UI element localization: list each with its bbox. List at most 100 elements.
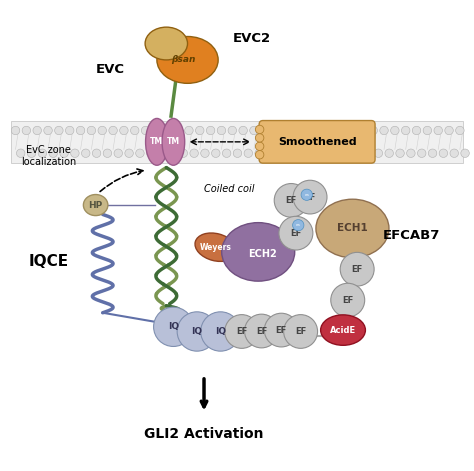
Circle shape <box>374 149 383 157</box>
Circle shape <box>445 126 453 135</box>
Circle shape <box>33 126 41 135</box>
Circle shape <box>261 126 269 135</box>
Circle shape <box>55 126 63 135</box>
Text: βsan: βsan <box>171 56 195 65</box>
Circle shape <box>206 126 215 135</box>
Circle shape <box>60 149 68 157</box>
Circle shape <box>163 126 172 135</box>
Circle shape <box>293 180 327 214</box>
Circle shape <box>239 126 247 135</box>
Text: EF: EF <box>276 325 287 334</box>
Text: HP: HP <box>89 201 103 210</box>
Text: EF: EF <box>256 326 267 335</box>
Ellipse shape <box>316 199 389 258</box>
Text: ECH1: ECH1 <box>337 223 368 234</box>
Text: Coiled coil: Coiled coil <box>204 184 255 194</box>
Circle shape <box>358 126 366 135</box>
Circle shape <box>304 126 312 135</box>
Circle shape <box>407 149 415 157</box>
Text: EF: EF <box>342 296 353 305</box>
Circle shape <box>255 151 264 159</box>
Circle shape <box>255 142 264 151</box>
Circle shape <box>428 149 437 157</box>
Ellipse shape <box>320 315 365 345</box>
Circle shape <box>287 149 296 157</box>
Text: EVC: EVC <box>95 63 124 76</box>
Circle shape <box>342 149 350 157</box>
Circle shape <box>222 149 231 157</box>
Circle shape <box>136 149 144 157</box>
Text: ECH2: ECH2 <box>248 249 277 259</box>
Circle shape <box>309 149 318 157</box>
Circle shape <box>177 312 217 351</box>
Circle shape <box>22 126 31 135</box>
Text: EFCAB7: EFCAB7 <box>383 229 440 242</box>
Circle shape <box>65 126 74 135</box>
Circle shape <box>109 126 117 135</box>
Circle shape <box>385 149 393 157</box>
Circle shape <box>17 149 25 157</box>
Text: IQ: IQ <box>168 322 179 331</box>
Circle shape <box>369 126 377 135</box>
Circle shape <box>174 126 182 135</box>
Text: IQ: IQ <box>215 327 226 336</box>
Circle shape <box>125 149 133 157</box>
Circle shape <box>211 149 220 157</box>
Circle shape <box>347 126 356 135</box>
Circle shape <box>292 219 304 231</box>
Circle shape <box>401 126 410 135</box>
Circle shape <box>255 134 264 142</box>
Circle shape <box>391 126 399 135</box>
Circle shape <box>217 126 226 135</box>
Circle shape <box>337 126 345 135</box>
Circle shape <box>396 149 404 157</box>
Circle shape <box>76 126 85 135</box>
Circle shape <box>11 126 20 135</box>
Ellipse shape <box>83 195 108 216</box>
Text: ca: ca <box>296 223 301 227</box>
Text: IQ: IQ <box>191 327 202 336</box>
Text: EVC2: EVC2 <box>232 32 270 45</box>
Circle shape <box>456 126 464 135</box>
Circle shape <box>119 126 128 135</box>
Circle shape <box>98 126 107 135</box>
Circle shape <box>326 126 334 135</box>
Text: AcidE: AcidE <box>330 325 356 334</box>
Ellipse shape <box>162 118 185 165</box>
Circle shape <box>340 252 374 286</box>
Circle shape <box>168 149 177 157</box>
Ellipse shape <box>146 118 168 165</box>
Circle shape <box>274 184 308 217</box>
Circle shape <box>450 149 458 157</box>
Text: EF: EF <box>290 228 301 238</box>
Circle shape <box>114 149 122 157</box>
Circle shape <box>49 149 57 157</box>
Circle shape <box>87 126 96 135</box>
Text: EF: EF <box>304 193 316 202</box>
Circle shape <box>157 149 166 157</box>
Circle shape <box>179 149 188 157</box>
Circle shape <box>228 126 237 135</box>
Text: EF: EF <box>295 327 306 336</box>
Text: TM: TM <box>167 138 180 146</box>
Text: TM: TM <box>150 138 164 146</box>
Circle shape <box>225 315 259 349</box>
Circle shape <box>331 149 339 157</box>
Ellipse shape <box>157 37 218 83</box>
FancyBboxPatch shape <box>259 121 375 163</box>
Ellipse shape <box>195 233 237 261</box>
Circle shape <box>412 126 421 135</box>
Circle shape <box>301 189 312 200</box>
Text: ca: ca <box>304 193 309 197</box>
Text: GLI2 Activation: GLI2 Activation <box>144 428 264 441</box>
Text: EF: EF <box>236 327 247 336</box>
Circle shape <box>298 149 307 157</box>
Circle shape <box>272 126 280 135</box>
Circle shape <box>244 149 253 157</box>
Circle shape <box>233 149 242 157</box>
Circle shape <box>152 126 161 135</box>
Circle shape <box>331 283 365 317</box>
Circle shape <box>71 149 79 157</box>
Circle shape <box>255 125 264 134</box>
Circle shape <box>418 149 426 157</box>
